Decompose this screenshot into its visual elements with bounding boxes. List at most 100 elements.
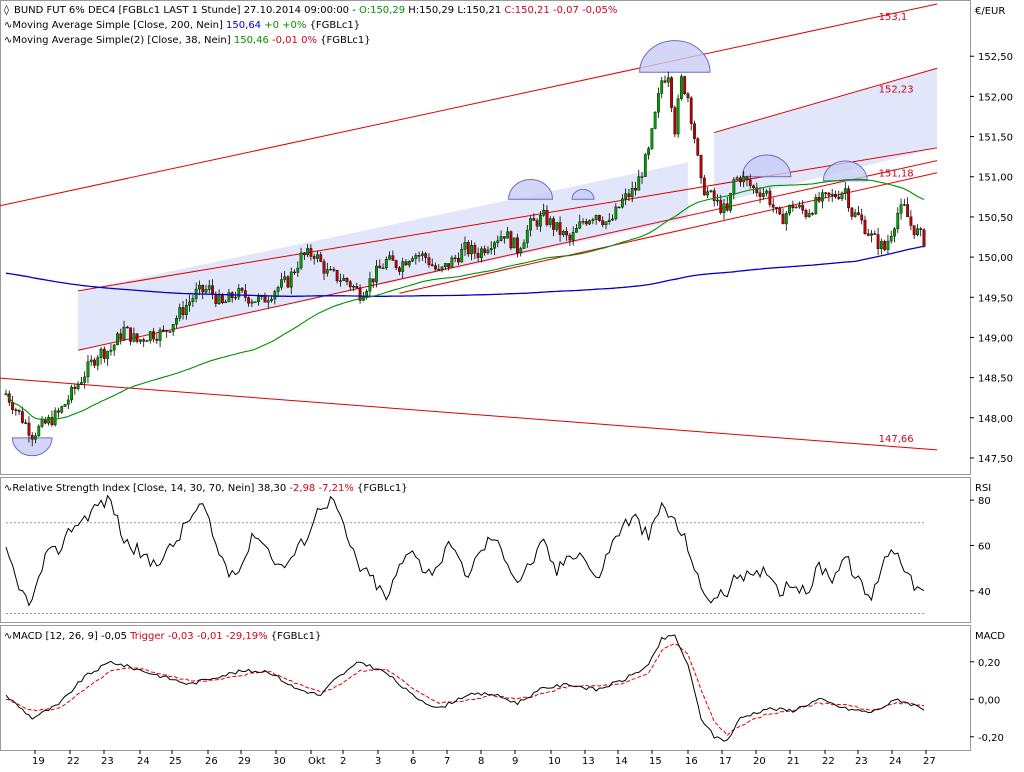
candle-body xyxy=(676,98,680,135)
macd-plot-area xyxy=(5,634,925,742)
ma38-legend[interactable]: ∿Moving Average Simple(2) [Close, 38, Ne… xyxy=(4,35,371,46)
candle-body xyxy=(358,287,362,301)
candle-body xyxy=(509,231,513,249)
candle-body xyxy=(519,248,523,254)
candle-body xyxy=(653,111,657,129)
ohlc-low: L:150,21 xyxy=(454,5,501,16)
date-tick-label: Okt xyxy=(308,756,326,767)
candle-body xyxy=(870,233,873,236)
ohlc-change: -0,07 -0,05% xyxy=(550,5,618,16)
candle-body xyxy=(771,204,775,208)
candle-body xyxy=(899,204,903,214)
candle-body xyxy=(427,257,431,265)
macd-panel-frame[interactable] xyxy=(0,625,971,751)
candle-body xyxy=(309,248,313,257)
candle-body xyxy=(434,265,437,270)
candle-body xyxy=(696,138,700,156)
price-tick-label: 147,50 xyxy=(978,454,1013,465)
candle-body xyxy=(561,231,565,235)
candle-body xyxy=(883,241,887,250)
candle-body xyxy=(830,194,834,196)
candle-body xyxy=(263,295,267,303)
candle-body xyxy=(479,248,483,259)
rsi-line xyxy=(5,494,925,607)
candle-body xyxy=(125,326,129,329)
candle-body xyxy=(794,206,798,209)
candle-body xyxy=(801,204,805,211)
rsi-tick-label: 40 xyxy=(978,587,991,598)
candle-body xyxy=(450,257,454,268)
candle-body xyxy=(60,406,64,413)
candle-body xyxy=(843,188,847,194)
candle-body xyxy=(283,276,287,280)
rsi-plot-area xyxy=(5,494,925,614)
candle-body xyxy=(293,271,296,274)
candle-body xyxy=(594,215,598,220)
ma200-suffix: {FGBLc1} xyxy=(306,20,360,31)
candle-body xyxy=(902,204,906,206)
candle-body xyxy=(679,76,683,99)
candle-body xyxy=(420,253,424,256)
candle-body xyxy=(473,244,477,254)
candle-body xyxy=(273,291,277,300)
candle-body xyxy=(466,242,470,255)
candle-body xyxy=(630,187,634,198)
candle-body xyxy=(214,293,218,304)
price-tick-label: 150,50 xyxy=(978,213,1013,224)
rsi-axis-title: RSI xyxy=(975,483,991,494)
candle-body xyxy=(758,192,762,197)
date-tick-label: 24 xyxy=(889,756,902,767)
candle-body xyxy=(663,80,667,83)
candle-body xyxy=(755,187,759,194)
candle-body xyxy=(122,326,126,340)
ma200-value: 150,64 xyxy=(226,20,261,31)
candle-body xyxy=(148,331,152,341)
candle-body xyxy=(866,233,870,236)
candle-body xyxy=(447,263,451,268)
candle-body xyxy=(532,218,536,221)
candle-body xyxy=(352,286,355,288)
candle-body xyxy=(729,192,732,211)
candle-body xyxy=(873,233,877,235)
candle-body xyxy=(463,242,467,250)
candle-body xyxy=(545,209,549,225)
candle-body xyxy=(657,93,660,113)
candle-body xyxy=(102,348,106,359)
rsi-panel-frame[interactable] xyxy=(0,477,971,623)
rsi-legend[interactable]: ∿Relative Strength Index [Close, 14, 30,… xyxy=(4,483,408,494)
candle-body xyxy=(588,220,591,225)
candle-body xyxy=(184,305,188,316)
level-label: 152,23 xyxy=(879,84,914,95)
date-tick-label: 22 xyxy=(67,756,80,767)
candle-body xyxy=(135,333,139,342)
top-pattern-marker xyxy=(508,178,554,200)
candle-body xyxy=(430,264,434,266)
candle-body xyxy=(516,237,519,254)
candle-body xyxy=(617,206,621,209)
candle-body xyxy=(250,301,254,304)
candle-body xyxy=(535,220,539,227)
candle-body xyxy=(319,254,323,262)
candle-body xyxy=(512,237,516,249)
date-tick-label: 9 xyxy=(512,756,518,767)
line-indicator-icon: ∿ xyxy=(4,483,12,494)
candle-body xyxy=(443,263,447,268)
candle-body xyxy=(70,386,73,401)
ma38-legend-text: Moving Average Simple(2) [Close, 38, Nei… xyxy=(12,35,233,46)
candle-body xyxy=(257,296,260,302)
candle-body xyxy=(116,333,119,346)
ohlc-close: C:150,21 xyxy=(501,5,550,16)
candle-body xyxy=(804,210,808,217)
price-tick-label: 150,00 xyxy=(978,253,1013,264)
macd-legend[interactable]: ∿MACD [12, 26, 9] -0,05 Trigger -0,03 -0… xyxy=(4,631,321,642)
line-indicator-icon: ∿ xyxy=(4,35,12,46)
candle-body xyxy=(66,399,70,405)
price-tick-label: 151,00 xyxy=(978,173,1013,184)
macd-trigger-text: Trigger -0,03 -0,01 -29,19% xyxy=(129,631,268,642)
ma200-legend[interactable]: ∿Moving Average Simple [Close, 200, Nein… xyxy=(4,20,360,31)
candle-body xyxy=(306,248,310,256)
candle-body xyxy=(348,281,352,288)
price-tick-label: 148,00 xyxy=(978,414,1013,425)
macd-trigger-line xyxy=(5,642,925,737)
macd-legend-suffix: {FGBLc1} xyxy=(268,631,322,642)
